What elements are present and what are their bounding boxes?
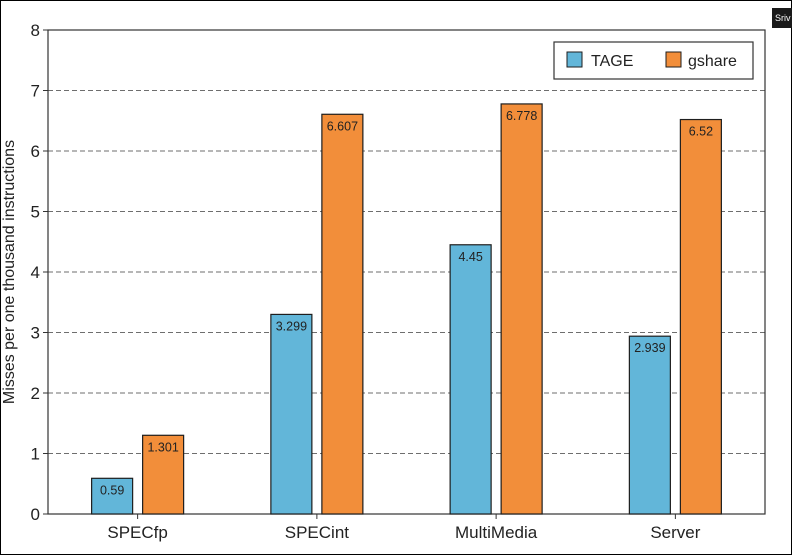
y-tick-label: 1 — [31, 445, 40, 464]
data-label: 1.301 — [147, 440, 178, 454]
data-label: 4.45 — [458, 250, 482, 264]
y-tick-label: 7 — [31, 82, 40, 101]
legend-swatch — [566, 51, 583, 68]
y-axis-label: Misses per one thousand instructions — [1, 140, 18, 404]
gshare-bar — [321, 113, 364, 515]
y-tick-label: 5 — [31, 203, 40, 222]
x-tick-label: SPECint — [285, 523, 350, 542]
data-label: 6.52 — [689, 125, 713, 139]
x-tick-label: Server — [650, 523, 700, 542]
data-label: 3.299 — [276, 319, 307, 333]
legend-label: TAGE — [591, 53, 633, 70]
tage-bar — [91, 477, 134, 515]
y-tick-label: 6 — [31, 142, 40, 161]
data-label: 0.59 — [100, 483, 124, 497]
data-label: 6.607 — [327, 119, 358, 133]
corner-tag: Sriv — [772, 8, 792, 28]
gshare-bar — [679, 118, 722, 515]
plot-border — [47, 29, 766, 515]
legend-box — [553, 41, 754, 80]
y-tick-label: 2 — [31, 384, 40, 403]
tage-bar — [270, 313, 313, 515]
data-label: 6.778 — [506, 109, 537, 123]
y-tick-label: 8 — [31, 21, 40, 40]
tage-bar — [449, 244, 492, 515]
x-tick-label: SPECfp — [107, 523, 167, 542]
y-tick-label: 4 — [31, 263, 40, 282]
legend-swatch — [665, 51, 682, 68]
legend-label: gshare — [688, 53, 737, 70]
data-label: 2.939 — [634, 341, 665, 355]
gshare-bar — [500, 103, 543, 515]
y-tick-label: 0 — [31, 505, 40, 524]
gshare-bar — [142, 434, 185, 515]
tage-bar — [628, 335, 671, 515]
x-tick-label: MultiMedia — [455, 523, 538, 542]
y-tick-label: 3 — [31, 324, 40, 343]
